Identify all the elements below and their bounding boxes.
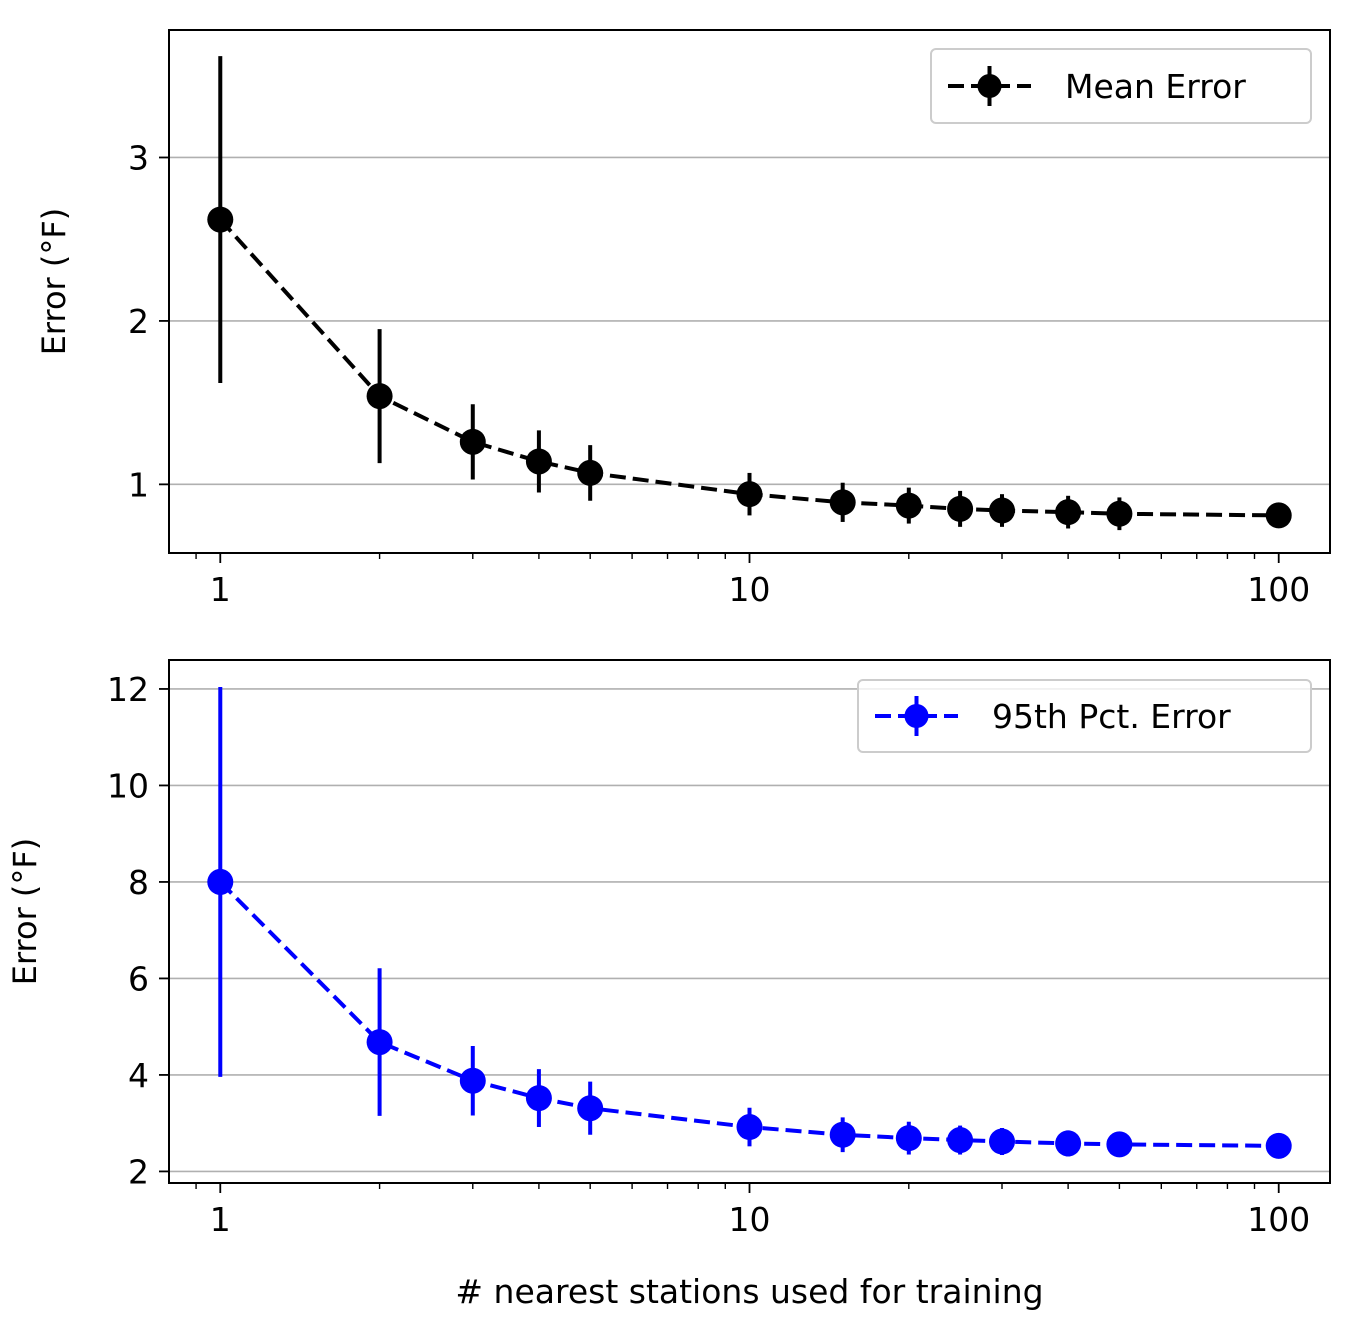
x-tick-label: 100 bbox=[1247, 1200, 1310, 1239]
legend-label: 95th Pct. Error bbox=[992, 697, 1231, 736]
y-tick-label: 10 bbox=[107, 766, 149, 805]
data-point bbox=[988, 1128, 1015, 1155]
y-tick-label: 2 bbox=[128, 1152, 149, 1191]
data-point bbox=[577, 459, 604, 486]
data-point bbox=[525, 1085, 552, 1112]
data-point bbox=[988, 497, 1015, 524]
data-point bbox=[1265, 1132, 1292, 1159]
data-point bbox=[459, 428, 486, 455]
legend-marker bbox=[904, 704, 929, 728]
y-axis-label: Error (°F) bbox=[6, 838, 44, 986]
legend-box bbox=[857, 679, 1312, 753]
y-tick-label: 4 bbox=[128, 1056, 149, 1095]
pct95-error-plot: 1 10 100 2 4 6 8 10 12 Error (°F) # nearest statio… bbox=[6, 659, 1331, 1311]
x-axis-label: # nearest stations used for training bbox=[455, 1272, 1043, 1311]
y-axis-label: Error (°F) bbox=[35, 208, 73, 356]
data-point bbox=[207, 868, 234, 895]
axes-frame bbox=[168, 29, 1331, 554]
mean-error-plot: 1 10 100 1 2 3 Error (°F) Mean Error bbox=[35, 29, 1331, 609]
data-point bbox=[895, 492, 922, 519]
data-point bbox=[459, 1067, 486, 1094]
y-tick-label: 8 bbox=[128, 863, 149, 902]
x-tick-label: 10 bbox=[729, 1200, 771, 1239]
x-tick-label: 1 bbox=[210, 1200, 231, 1239]
data-point bbox=[366, 1029, 393, 1056]
x-tick-label: 1 bbox=[210, 570, 231, 609]
y-tick-label: 2 bbox=[128, 302, 149, 341]
data-point bbox=[207, 206, 234, 233]
axes-frame bbox=[168, 659, 1331, 1184]
data-point bbox=[947, 1127, 974, 1154]
data-point bbox=[1106, 1131, 1133, 1158]
data-point bbox=[1106, 500, 1133, 527]
data-point bbox=[895, 1125, 922, 1152]
x-tick-label: 100 bbox=[1247, 570, 1310, 609]
data-point bbox=[1055, 499, 1082, 526]
data-point bbox=[1265, 502, 1292, 529]
legend-marker bbox=[977, 74, 1002, 98]
legend-box bbox=[930, 48, 1312, 124]
data-point bbox=[577, 1095, 604, 1122]
data-point bbox=[829, 1121, 856, 1148]
data-point bbox=[525, 448, 552, 475]
legend-label: Mean Error bbox=[1065, 67, 1246, 106]
data-point bbox=[829, 489, 856, 516]
data-point bbox=[1055, 1130, 1082, 1157]
y-tick-label: 12 bbox=[107, 670, 149, 709]
y-tick-label: 1 bbox=[128, 465, 149, 504]
y-tick-label: 6 bbox=[128, 959, 149, 998]
y-tick-label: 3 bbox=[128, 138, 149, 177]
data-point bbox=[366, 383, 393, 410]
x-tick-label: 10 bbox=[729, 570, 771, 609]
data-point bbox=[736, 1114, 763, 1141]
data-point bbox=[947, 495, 974, 522]
data-point bbox=[736, 481, 763, 508]
